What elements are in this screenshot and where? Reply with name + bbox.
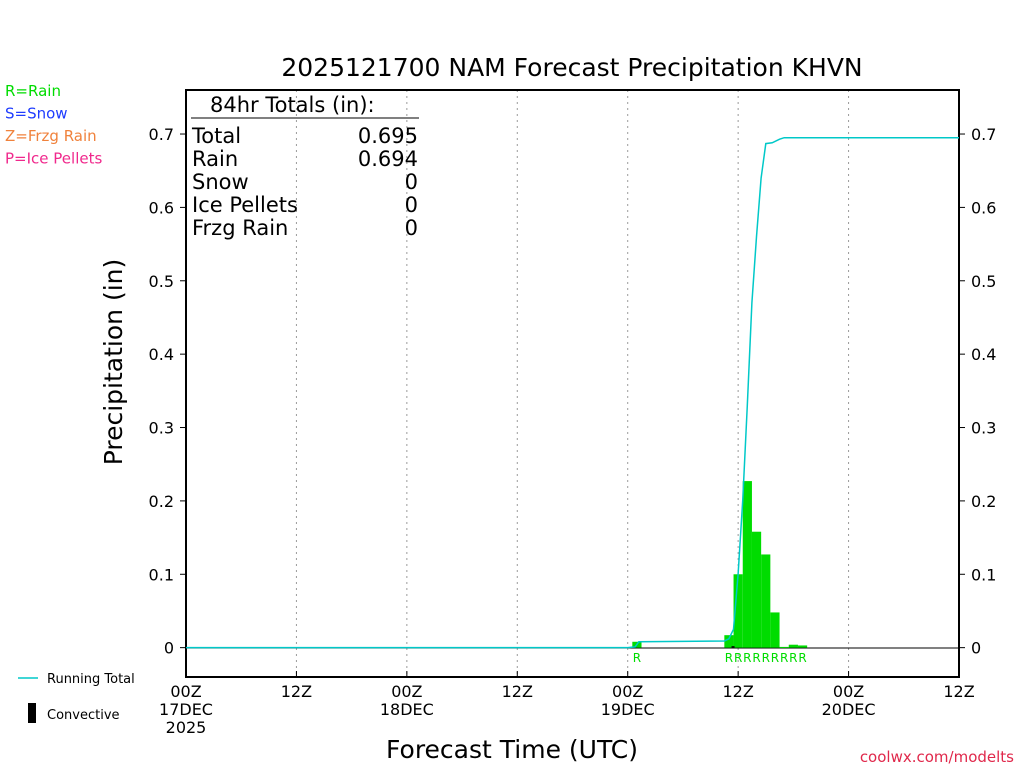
- x-tick-label: 20DEC: [822, 700, 876, 719]
- y-tick-label: 0.1: [149, 565, 174, 584]
- series-legend: Running Total Convective: [18, 672, 135, 723]
- x-tick-label: 18DEC: [380, 700, 434, 719]
- totals-label: Ice Pellets: [192, 193, 298, 217]
- totals-label: Snow: [192, 170, 249, 194]
- convective-bars: [731, 646, 735, 648]
- totals-value: 0: [405, 193, 418, 217]
- ptype-legend-item: Z=Frzg Rain: [5, 127, 97, 145]
- y-tick-label: 0.7: [149, 125, 174, 144]
- y-tick-label: 0: [164, 639, 174, 658]
- ptype-legend-item: S=Snow: [5, 105, 68, 123]
- precip-bars: [632, 481, 808, 648]
- ptype-legend-item: R=Rain: [5, 82, 61, 100]
- totals-box: 84hr Totals (in): Total 0.695 Rain 0.694 Sno…: [191, 93, 419, 240]
- vertical-grid-lines: [295, 90, 850, 677]
- x-tick-label: 12Z: [502, 682, 533, 701]
- precip-bar: [779, 646, 789, 648]
- x-tick-label: 00Z: [170, 682, 201, 701]
- y-tick-label-right: 0.6: [971, 198, 996, 217]
- precip-bar: [770, 612, 780, 648]
- source-footer: coolwx.com/modelts: [860, 748, 1014, 766]
- x-tick-label: 12Z: [943, 682, 974, 701]
- x-tick-label: 00Z: [391, 682, 422, 701]
- x-tick-label: 00Z: [612, 682, 643, 701]
- y-tick-label-right: 0.7: [971, 125, 996, 144]
- totals-rows: Total 0.695 Rain 0.694 Snow 0 Ice Pellets 0 Frzg…: [191, 124, 418, 240]
- totals-heading: 84hr Totals (in):: [210, 93, 375, 117]
- totals-value: 0: [405, 216, 418, 240]
- y-tick-label-right: 0.3: [971, 419, 996, 438]
- x-axis-label: Forecast Time (UTC): [386, 735, 638, 764]
- totals-label: Total: [191, 124, 241, 148]
- x-tick-label: 00Z: [833, 682, 864, 701]
- y-tick-label-right: 0.2: [971, 492, 996, 511]
- precip-bar: [797, 645, 808, 648]
- y-tick-label: 0.4: [149, 345, 174, 364]
- totals-label: Frzg Rain: [192, 216, 288, 240]
- x-tick-label: 12Z: [281, 682, 312, 701]
- y-tick-label-right: 0.1: [971, 565, 996, 584]
- precip-bar: [761, 554, 771, 648]
- y-tick-label: 0.2: [149, 492, 174, 511]
- x-tick-label: 2025: [166, 718, 207, 737]
- ptype-letter: R: [780, 651, 788, 665]
- y-tick-label-right: 0: [971, 639, 981, 658]
- x-tick-label: 17DEC: [159, 700, 213, 719]
- y-axis-label: Precipitation (in): [99, 259, 128, 466]
- precip-bar: [751, 531, 762, 648]
- ptype-letter: R: [743, 651, 751, 665]
- totals-value: 0: [405, 170, 418, 194]
- ptype-letter: R: [734, 651, 742, 665]
- y-axis-left: 0 0.1 0.2 0.3 0.4 0.5 0.6 0.7: [149, 125, 186, 658]
- totals-label: Rain: [192, 147, 238, 171]
- precip-bar: [742, 481, 752, 648]
- running-total-legend: Running Total: [47, 672, 135, 687]
- totals-value: 0.695: [358, 124, 418, 148]
- convective-bar: [731, 646, 735, 648]
- ptype-letter: R: [725, 651, 733, 665]
- totals-value: 0.694: [358, 147, 418, 171]
- precip-bar: [724, 635, 734, 648]
- ptype-letter: R: [798, 651, 806, 665]
- running-total-line: [186, 136, 959, 649]
- x-tick-label: 12Z: [722, 682, 753, 701]
- precip-bar: [733, 574, 743, 648]
- y-tick-label: 0.5: [149, 272, 174, 291]
- ptype-legend-item: P=Ice Pellets: [5, 150, 102, 168]
- x-tick-label: 19DEC: [601, 700, 655, 719]
- y-tick-label: 0.3: [149, 419, 174, 438]
- y-tick-label: 0.6: [149, 198, 174, 217]
- ptype-letter: R: [789, 651, 797, 665]
- precip-bar: [788, 644, 798, 648]
- ptype-letter: R: [762, 651, 770, 665]
- ptype-legend: R=Rain S=Snow Z=Frzg Rain P=Ice Pellets: [5, 82, 102, 168]
- convective-swatch: [28, 703, 36, 723]
- y-tick-label-right: 0.5: [971, 272, 996, 291]
- ptype-letter: R: [771, 651, 779, 665]
- y-tick-label-right: 0.4: [971, 345, 996, 364]
- y-axis-right: 0 0.1 0.2 0.3 0.4 0.5 0.6 0.7: [959, 125, 996, 658]
- ptype-letter: R: [633, 651, 641, 665]
- chart-title: 2025121700 NAM Forecast Precipitation KH…: [281, 53, 862, 82]
- plot-frame: [185, 89, 960, 678]
- ptype-letter: R: [752, 651, 760, 665]
- convective-legend: Convective: [47, 708, 120, 723]
